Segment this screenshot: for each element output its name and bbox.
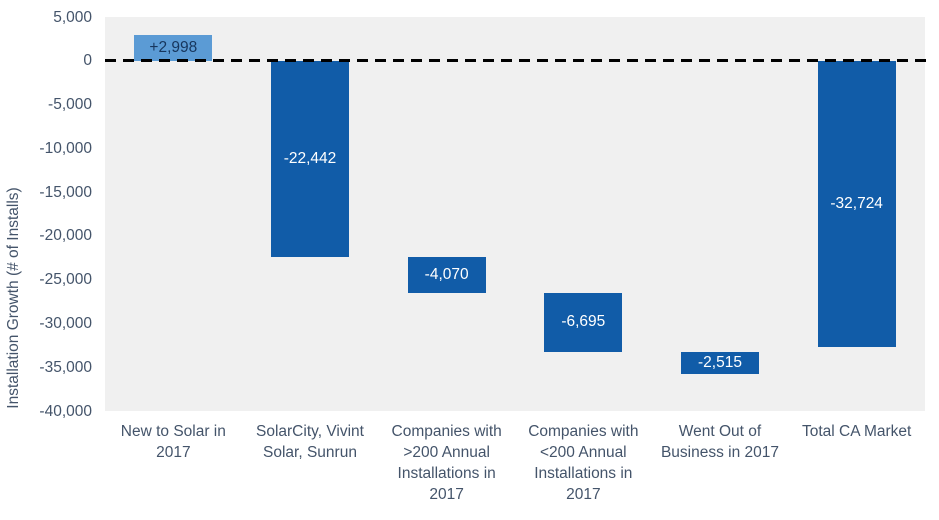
x-category-label: Total CA Market: [801, 423, 912, 440]
y-tick-label: 5,000: [53, 8, 92, 26]
bar-value-label: -22,442: [283, 150, 337, 167]
waterfall-bar: -32,724: [817, 60, 896, 348]
waterfall-bar: +2,998: [134, 34, 213, 61]
waterfall-bar: -22,442: [271, 60, 349, 258]
y-tick-label: -25,000: [39, 271, 92, 289]
y-tick-label: -30,000: [39, 314, 92, 332]
zero-baseline-dashed-line: [105, 59, 927, 63]
y-tick-label: -35,000: [39, 358, 92, 376]
bar-value-label: -32,724: [830, 195, 883, 213]
plot-area: [105, 17, 925, 411]
y-tick-label: -20,000: [39, 227, 92, 245]
bar-value-label: -6,695: [561, 313, 606, 331]
bar-value-label: -4,070: [424, 266, 469, 284]
x-category-label: Companies with <200 Annual Installations…: [528, 423, 639, 503]
x-category-label: Went Out of Business in 2017: [660, 423, 780, 461]
y-tick-label: -15,000: [39, 183, 92, 201]
y-tick-label: -40,000: [39, 402, 92, 420]
y-tick-label: -5,000: [48, 96, 92, 114]
waterfall-bar: -6,695: [544, 292, 623, 352]
y-tick-label: 0: [83, 52, 92, 70]
bar-value-label: -2,515: [698, 353, 742, 371]
waterfall-bar: -4,070: [407, 257, 486, 293]
x-category-label: New to Solar in 2017: [120, 423, 226, 461]
waterfall-bar: -2,515: [681, 351, 759, 374]
x-category-label: SolarCity, Vivint Solar, Sunrun: [256, 423, 364, 461]
bar-value-label: +2,998: [149, 38, 198, 56]
y-tick-label: -10,000: [39, 139, 92, 157]
x-category-label: Companies with >200 Annual Installations…: [391, 423, 502, 503]
